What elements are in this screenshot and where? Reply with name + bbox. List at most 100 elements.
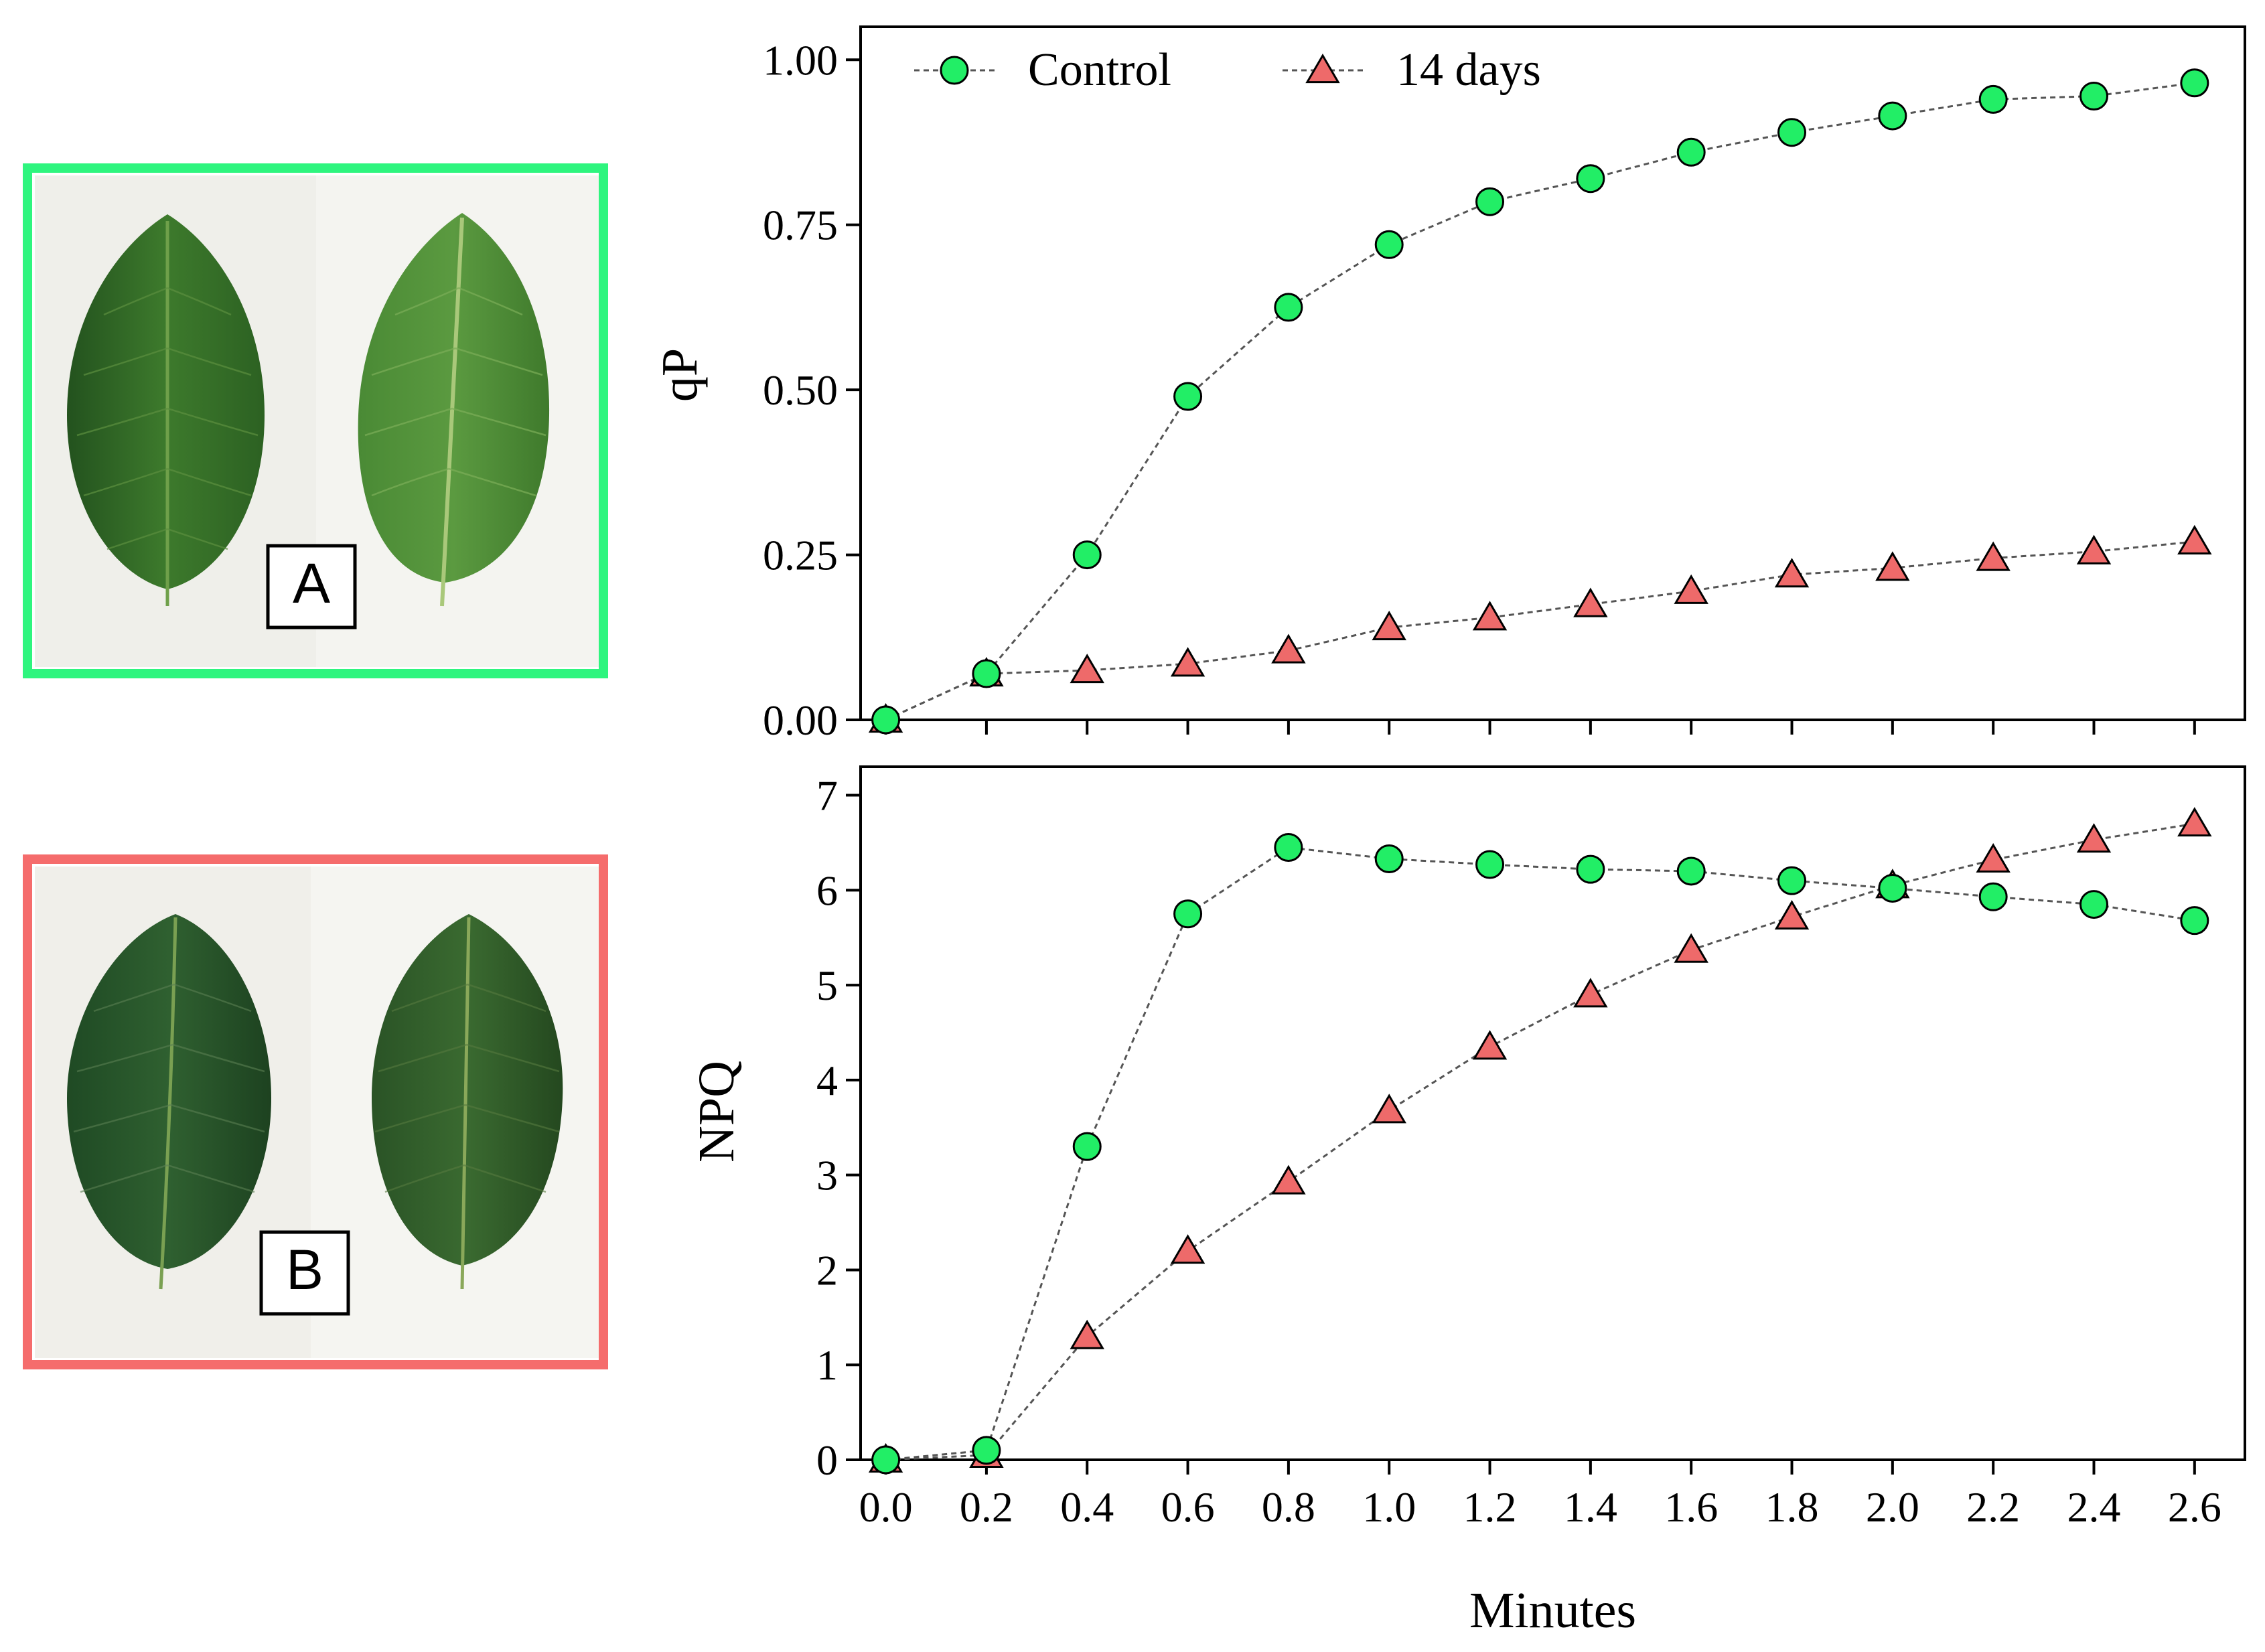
control-legend-marker <box>940 56 969 85</box>
control-point <box>2180 906 2209 935</box>
x-tick-label: 1.2 <box>1463 1483 1517 1531</box>
treatment-point <box>2177 807 2212 837</box>
control-point <box>1173 899 1203 929</box>
treatment-series-line <box>885 540 2195 721</box>
y-tick-label: 4 <box>816 1057 838 1104</box>
y-axis-label: NPQ <box>688 1061 745 1162</box>
control-point <box>1274 833 1303 862</box>
x-tick-label: 2.4 <box>2067 1483 2121 1531</box>
npq-chart: 0 1 2 3 4 5 6 7 0.0 0.2 0.4 0.6 0.8 1.0 1.2 1.4 1.6 1.8 2.… <box>688 765 2246 1639</box>
control-series-line <box>885 82 2195 721</box>
treatment-point <box>1674 933 1708 963</box>
leaf-b-left <box>67 914 271 1290</box>
control-legend-label: Control <box>1028 44 1171 96</box>
treatment-point <box>1372 1094 1406 1124</box>
photo-b-label: B <box>286 1238 323 1301</box>
photo-b-frame <box>23 854 608 1369</box>
control-point <box>2079 82 2109 110</box>
treatment-point <box>2076 534 2112 565</box>
control-point <box>1777 866 1807 895</box>
control-point <box>1676 856 1706 886</box>
treatment-point <box>2076 823 2112 853</box>
x-tick-label: 0.8 <box>1262 1483 1315 1531</box>
control-series-line <box>885 846 2195 1461</box>
control-point <box>1676 137 1706 167</box>
y-axis-label: qP <box>652 348 708 402</box>
leaf-a-left <box>67 214 265 606</box>
treatment-point <box>1372 611 1406 641</box>
control-point <box>871 705 901 735</box>
control-point <box>1072 1132 1102 1161</box>
control-point <box>1878 101 1907 131</box>
x-tick-label: 1.8 <box>1765 1483 1819 1531</box>
x-tick-label: 0.4 <box>1060 1483 1114 1531</box>
y-tick-label: 0.50 <box>763 366 838 414</box>
treatment-point <box>1674 574 1708 604</box>
treatment-point <box>1472 1030 1508 1060</box>
x-tick-label: 1.6 <box>1664 1483 1718 1531</box>
x-tick-label: 2.0 <box>1866 1483 1919 1531</box>
control-point <box>871 1445 901 1475</box>
chart-legend: Control 14 days <box>914 44 1541 96</box>
control-point <box>2180 68 2209 98</box>
treatment-point <box>1875 551 1910 581</box>
treatment-point <box>2177 524 2212 554</box>
y-tick-label: 0 <box>816 1436 838 1484</box>
y-tick-label: 6 <box>816 867 838 914</box>
control-point <box>1576 854 1605 884</box>
y-tick-label: 7 <box>816 772 838 820</box>
y-tick-label: 1.00 <box>763 36 838 84</box>
x-tick-label: 0.6 <box>1161 1483 1215 1531</box>
x-tick-label: 1.4 <box>1564 1483 1617 1531</box>
treatment-point <box>1472 601 1508 631</box>
control-point <box>972 1436 1001 1465</box>
x-tick-label: 1.0 <box>1362 1483 1416 1531</box>
photo-panel-b: B <box>23 854 608 1369</box>
photo-panel-a: A <box>23 163 608 678</box>
treatment-point <box>1774 558 1810 588</box>
y-tick-label: 0.75 <box>763 202 838 249</box>
control-point <box>1374 230 1404 259</box>
control-point <box>1173 382 1203 411</box>
treatment-legend-marker <box>1305 54 1340 84</box>
control-point <box>2079 890 2109 919</box>
x-tick-label: 0.0 <box>859 1483 913 1531</box>
x-tick-label: 2.6 <box>2168 1483 2221 1531</box>
y-tick-label: 0.00 <box>763 696 838 744</box>
y-tick-label: 2 <box>816 1246 838 1294</box>
control-point <box>1978 882 2008 911</box>
leaf-a-right <box>358 213 550 607</box>
control-point <box>972 659 1001 688</box>
treatment-point <box>1070 654 1104 684</box>
plot-frame <box>859 765 2246 1461</box>
treatment-point <box>1573 587 1608 617</box>
y-tick-label: 1 <box>816 1341 838 1389</box>
photo-b-label-box <box>259 1230 350 1316</box>
treatment-point <box>1271 633 1306 664</box>
treatment-point <box>1271 1165 1306 1195</box>
treatment-point <box>1070 1319 1104 1349</box>
control-point <box>1274 293 1303 322</box>
treatment-point <box>1976 842 2011 873</box>
control-point <box>1576 164 1605 194</box>
photo-a-label-box <box>266 544 357 629</box>
control-point <box>1072 540 1102 570</box>
control-point <box>1777 118 1807 147</box>
treatment-point <box>1573 978 1608 1008</box>
control-point <box>1475 850 1505 879</box>
control-point <box>1978 84 2008 114</box>
photo-a-frame <box>23 163 608 678</box>
treatment-point <box>1774 900 1810 930</box>
y-tick-label: 0.25 <box>763 532 838 579</box>
control-point <box>1475 187 1505 216</box>
plot-frame <box>859 25 2246 721</box>
x-tick-label: 0.2 <box>960 1483 1013 1531</box>
leaf-b-right <box>372 914 563 1290</box>
treatment-point <box>1170 1234 1205 1264</box>
x-tick-label: 2.2 <box>1966 1483 2020 1531</box>
control-point <box>1374 844 1404 874</box>
treatment-legend-label: 14 days <box>1396 44 1541 96</box>
y-tick-label: 5 <box>816 962 838 1009</box>
y-tick-label: 3 <box>816 1152 838 1199</box>
